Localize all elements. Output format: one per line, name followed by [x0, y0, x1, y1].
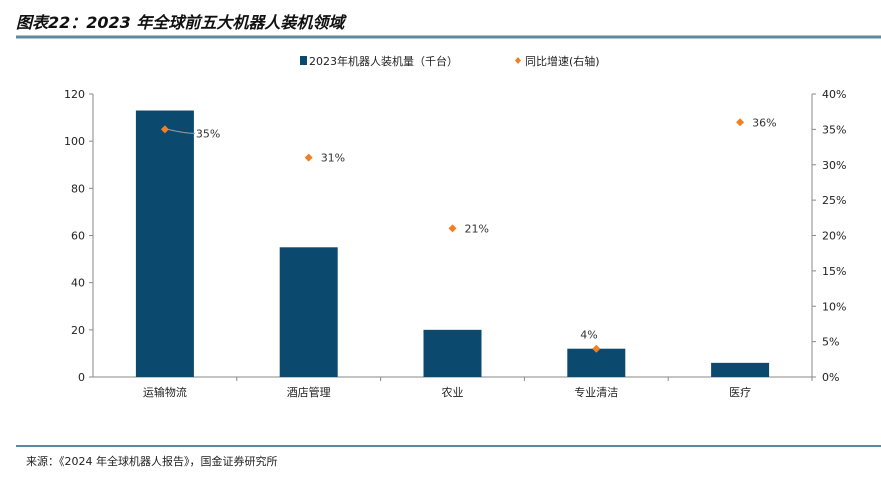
legend-bar-label: 2023年机器人装机量（千台） [309, 54, 458, 68]
right-tick-label: 0% [822, 371, 839, 384]
right-tick-label: 40% [822, 88, 846, 101]
source-note: 来源：《2024 年全球机器人报告》，国金证券研究所 [26, 454, 278, 468]
growth-point [448, 224, 457, 233]
category-label: 医疗 [729, 385, 751, 399]
growth-point [304, 153, 313, 162]
legend-bar-swatch [300, 56, 307, 65]
growth-label: 36% [752, 116, 776, 129]
growth-point [736, 118, 745, 127]
growth-label: 21% [465, 222, 489, 235]
right-tick-label: 15% [822, 265, 846, 278]
growth-label: 35% [196, 127, 220, 140]
category-label: 专业清洁 [574, 385, 618, 399]
bar [279, 247, 338, 377]
growth-label: 4% [580, 329, 597, 342]
left-tick-label: 20 [71, 324, 85, 337]
bar [711, 362, 770, 377]
leader-line [167, 128, 195, 134]
category-label: 农业 [442, 385, 464, 399]
category-label: 运输物流 [143, 385, 187, 399]
right-tick-label: 25% [822, 194, 846, 207]
right-tick-label: 35% [822, 123, 846, 136]
right-tick-label: 10% [822, 300, 846, 313]
bar [135, 110, 194, 377]
left-tick-label: 100 [64, 135, 85, 148]
bar [567, 348, 626, 377]
left-tick-label: 40 [71, 277, 85, 290]
bar [423, 329, 482, 377]
legend: 2023年机器人装机量（千台） 同比增速(右轴) [300, 54, 600, 68]
legend-point-label: 同比增速(右轴) [525, 54, 600, 68]
right-tick-label: 5% [822, 336, 839, 349]
right-tick-label: 20% [822, 230, 846, 243]
left-tick-label: 60 [71, 230, 85, 243]
left-tick-label: 80 [71, 182, 85, 195]
growth-point [592, 344, 601, 353]
legend-point-swatch [515, 57, 521, 64]
category-label: 酒店管理 [287, 385, 331, 399]
left-tick-label: 0 [78, 371, 85, 384]
left-tick-label: 120 [64, 88, 85, 101]
figure-title: 图表22：2023 年全球前五大机器人装机领域 [16, 13, 347, 32]
right-tick-label: 30% [822, 159, 846, 172]
growth-point [160, 125, 169, 134]
growth-label: 31% [321, 152, 345, 165]
